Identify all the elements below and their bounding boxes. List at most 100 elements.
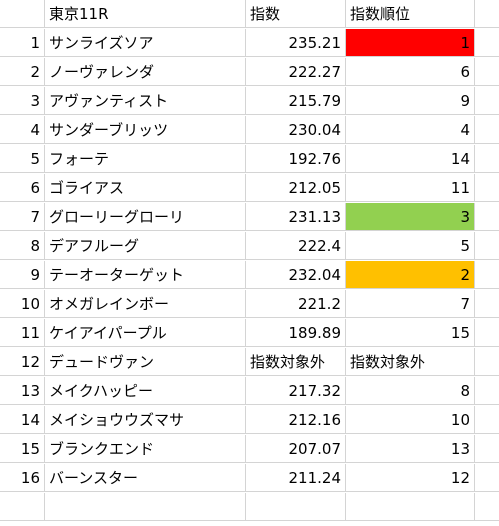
empty-cell[interactable] [475, 493, 499, 521]
horse-name-cell[interactable]: メイクハッピー [45, 377, 246, 405]
score-cell[interactable]: 211.24 [246, 464, 346, 492]
horse-name-cell[interactable]: テーオーターゲット [45, 261, 246, 289]
rank-cell[interactable]: 15 [346, 319, 475, 347]
score-cell[interactable]: 215.79 [246, 87, 346, 115]
score-cell[interactable]: 230.04 [246, 116, 346, 144]
row-number-cell[interactable]: 6 [0, 174, 45, 202]
rank-cell[interactable]: 1 [346, 29, 475, 57]
empty-cell[interactable] [475, 319, 499, 347]
table-row: 3 アヴァンティスト 215.79 9 [0, 87, 499, 116]
empty-cell[interactable] [475, 348, 499, 376]
empty-cell[interactable] [346, 493, 475, 521]
horse-name-cell[interactable]: ゴライアス [45, 174, 246, 202]
empty-cell[interactable] [475, 145, 499, 173]
score-cell[interactable]: 207.07 [246, 435, 346, 463]
row-number-cell[interactable]: 13 [0, 377, 45, 405]
empty-cell[interactable] [475, 290, 499, 318]
rank-cell[interactable]: 13 [346, 435, 475, 463]
empty-cell[interactable] [475, 0, 499, 28]
empty-cell[interactable] [475, 435, 499, 463]
empty-cell[interactable] [475, 261, 499, 289]
horse-name-cell[interactable]: アヴァンティスト [45, 87, 246, 115]
horse-name-cell[interactable]: サンライズソア [45, 29, 246, 57]
rank-cell[interactable]: 12 [346, 464, 475, 492]
horse-name-cell[interactable]: ブランクエンド [45, 435, 246, 463]
row-number-cell[interactable]: 3 [0, 87, 45, 115]
table-row: 12 デュードヴァン 指数対象外 指数対象外 [0, 348, 499, 377]
row-number-cell[interactable] [0, 0, 45, 28]
horse-name-cell[interactable]: サンダーブリッツ [45, 116, 246, 144]
rank-cell[interactable]: 5 [346, 232, 475, 260]
horse-name-cell[interactable]: デュードヴァン [45, 348, 246, 376]
row-number-cell[interactable]: 8 [0, 232, 45, 260]
header-rank-cell[interactable]: 指数順位 [346, 0, 475, 28]
rank-cell[interactable]: 10 [346, 406, 475, 434]
horse-name-cell[interactable]: デアフルーグ [45, 232, 246, 260]
rank-cell[interactable]: 8 [346, 377, 475, 405]
row-number-cell[interactable]: 11 [0, 319, 45, 347]
score-cell[interactable]: 222.4 [246, 232, 346, 260]
score-cell[interactable]: 192.76 [246, 145, 346, 173]
score-cell[interactable]: 222.27 [246, 58, 346, 86]
score-cell[interactable]: 235.21 [246, 29, 346, 57]
score-cell[interactable]: 231.13 [246, 203, 346, 231]
rank-cell[interactable]: 指数対象外 [346, 348, 475, 376]
row-number-cell[interactable]: 10 [0, 290, 45, 318]
horse-name-cell[interactable]: オメガレインボー [45, 290, 246, 318]
empty-cell[interactable] [475, 174, 499, 202]
empty-cell[interactable] [475, 406, 499, 434]
empty-cell[interactable] [475, 58, 499, 86]
rank-cell[interactable]: 7 [346, 290, 475, 318]
header-score-cell[interactable]: 指数 [246, 0, 346, 28]
empty-cell[interactable] [45, 493, 246, 521]
table-row: 6 ゴライアス 212.05 11 [0, 174, 499, 203]
empty-cell[interactable] [475, 203, 499, 231]
horse-name-cell[interactable]: ケイアイパープル [45, 319, 246, 347]
table-row: 16 バーンスター 211.24 12 [0, 464, 499, 493]
score-cell[interactable]: 221.2 [246, 290, 346, 318]
horse-name-cell[interactable]: フォーテ [45, 145, 246, 173]
empty-cell[interactable] [475, 377, 499, 405]
table-row [0, 493, 499, 522]
rank-cell[interactable]: 3 [346, 203, 475, 231]
horse-name-cell[interactable]: メイショウウズマサ [45, 406, 246, 434]
score-cell[interactable]: 189.89 [246, 319, 346, 347]
row-number-cell[interactable]: 2 [0, 58, 45, 86]
table-row: 2 ノーヴァレンダ 222.27 6 [0, 58, 499, 87]
row-number-cell[interactable]: 12 [0, 348, 45, 376]
empty-cell[interactable] [475, 29, 499, 57]
table-row: 10 オメガレインボー 221.2 7 [0, 290, 499, 319]
table-row: 13 メイクハッピー 217.32 8 [0, 377, 499, 406]
rank-cell[interactable]: 14 [346, 145, 475, 173]
score-cell[interactable]: 212.16 [246, 406, 346, 434]
empty-cell[interactable] [475, 87, 499, 115]
table-row: 15 ブランクエンド 207.07 13 [0, 435, 499, 464]
empty-cell[interactable] [0, 493, 45, 521]
empty-cell[interactable] [475, 232, 499, 260]
horse-name-cell[interactable]: ノーヴァレンダ [45, 58, 246, 86]
horse-name-cell[interactable]: バーンスター [45, 464, 246, 492]
horse-name-cell[interactable]: グローリーグローリ [45, 203, 246, 231]
score-cell[interactable]: 212.05 [246, 174, 346, 202]
empty-cell[interactable] [475, 116, 499, 144]
rank-cell[interactable]: 6 [346, 58, 475, 86]
rank-cell[interactable]: 4 [346, 116, 475, 144]
row-number-cell[interactable]: 16 [0, 464, 45, 492]
row-number-cell[interactable]: 7 [0, 203, 45, 231]
row-number-cell[interactable]: 15 [0, 435, 45, 463]
empty-cell[interactable] [246, 493, 346, 521]
row-number-cell[interactable]: 5 [0, 145, 45, 173]
rank-cell[interactable]: 11 [346, 174, 475, 202]
row-number-cell[interactable]: 4 [0, 116, 45, 144]
row-number-cell[interactable]: 9 [0, 261, 45, 289]
score-cell[interactable]: 指数対象外 [246, 348, 346, 376]
score-cell[interactable]: 217.32 [246, 377, 346, 405]
row-number-cell[interactable]: 1 [0, 29, 45, 57]
empty-cell[interactable] [475, 464, 499, 492]
row-number-cell[interactable]: 14 [0, 406, 45, 434]
rank-cell[interactable]: 2 [346, 261, 475, 289]
header-race-cell[interactable]: 東京11R [45, 0, 246, 28]
score-cell[interactable]: 232.04 [246, 261, 346, 289]
rank-cell[interactable]: 9 [346, 87, 475, 115]
